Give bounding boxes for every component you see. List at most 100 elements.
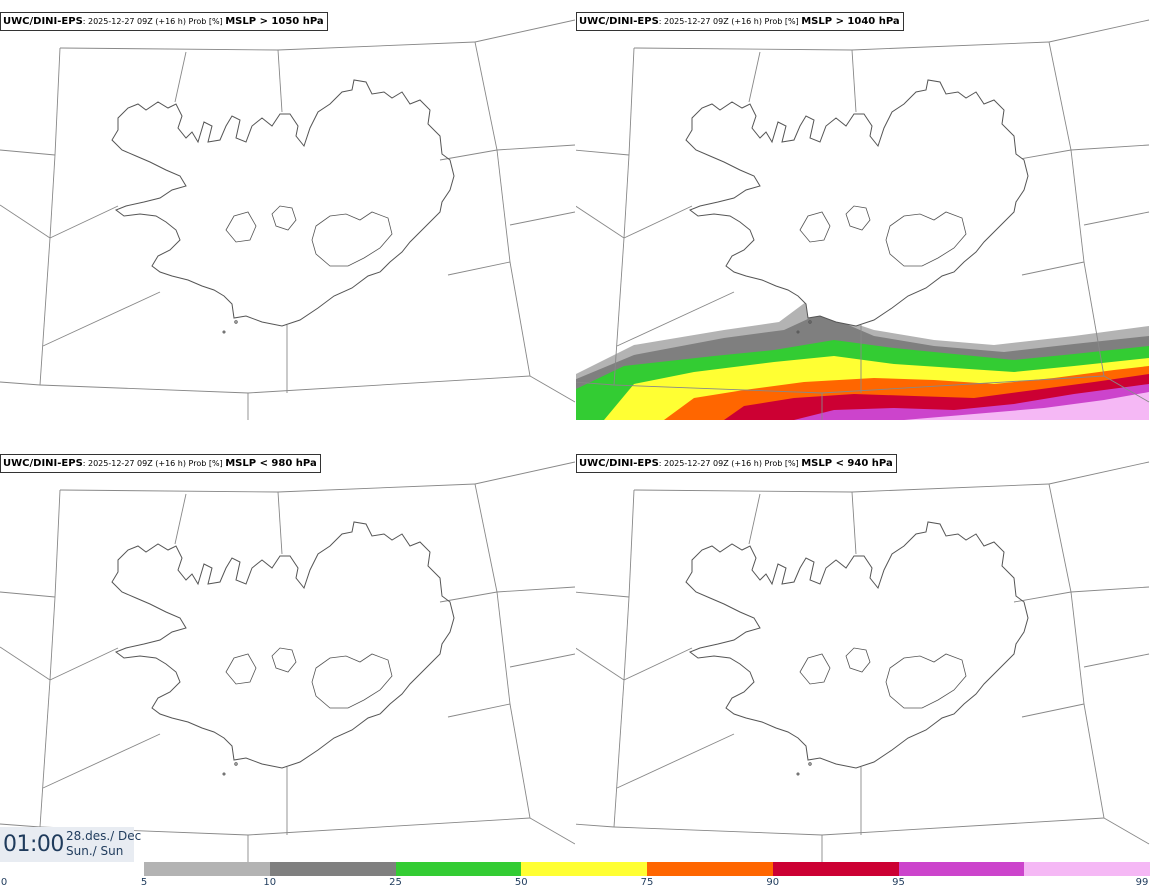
graticule-line	[1103, 375, 1150, 403]
model-name: UWC/DINI-EPS	[3, 458, 83, 469]
valid-time-date: 28.des./ Dec Sun./ Sun	[66, 829, 141, 859]
graticule-line	[509, 261, 531, 377]
colorbar-tick-label: 95	[892, 877, 905, 888]
graticule-line	[474, 461, 575, 485]
graticule-line	[748, 51, 761, 103]
islet	[808, 762, 812, 766]
graticule-line	[613, 679, 625, 828]
graticule-line	[0, 591, 56, 598]
graticule-line	[748, 493, 761, 545]
run-info: : 2025-12-27 09Z (+16 h) Prob [%]	[82, 459, 226, 468]
lake-outline	[885, 211, 967, 267]
colorbar-tick-label: 25	[389, 877, 402, 888]
graticule-line	[576, 205, 625, 239]
graticule-line	[447, 261, 511, 276]
graticule-line	[628, 489, 635, 598]
graticule-line	[628, 47, 635, 156]
map-canvas	[0, 19, 575, 420]
graticule-line	[277, 41, 476, 51]
graticule-line	[277, 483, 476, 493]
map-layer	[0, 461, 575, 862]
colorbar-tick-label: 75	[640, 877, 654, 888]
graticule-line	[439, 149, 498, 161]
graticule-line	[529, 817, 575, 845]
graticule-line	[509, 211, 575, 226]
graticule-line	[447, 703, 511, 718]
graticule-line	[0, 646, 51, 681]
graticule-line	[1083, 261, 1105, 377]
islet	[222, 330, 226, 334]
graticule-line	[49, 205, 119, 239]
graticule-line	[623, 596, 630, 681]
run-info: : 2025-12-27 09Z (+16 h) Prob [%]	[82, 17, 226, 26]
graticule-line	[509, 653, 575, 668]
map-layer	[0, 19, 575, 420]
graticule-line	[54, 47, 61, 156]
graticule-line	[851, 41, 1050, 51]
graticule-line	[821, 375, 1105, 394]
colorbar-segment	[269, 862, 396, 876]
lake-outline	[885, 653, 967, 709]
graticule-line	[616, 291, 735, 347]
model-name: UWC/DINI-EPS	[579, 458, 659, 469]
coastline	[685, 521, 1029, 769]
graticule-line	[59, 489, 279, 493]
graticule-line	[174, 51, 187, 103]
graticule-line	[49, 647, 119, 681]
graticule-line	[851, 491, 857, 555]
graticule-line	[1083, 653, 1150, 668]
graticule-line	[623, 647, 693, 681]
panel-title: UWC/DINI-EPS: 2025-12-27 09Z (+16 h) Pro…	[0, 454, 321, 473]
coastline	[111, 521, 455, 769]
graticule-line	[0, 823, 41, 828]
graticule-line	[39, 237, 51, 386]
graticule-line	[496, 591, 511, 705]
graticule-line	[1021, 261, 1085, 276]
graticule-line	[1070, 591, 1085, 705]
colorbar-tick-label: 99	[1135, 877, 1149, 888]
graticule-line	[1048, 19, 1150, 43]
graticule-line	[42, 733, 161, 789]
graticule-line	[1103, 817, 1150, 845]
graticule-line	[623, 205, 693, 239]
graticule-line	[1048, 41, 1072, 151]
panel-title: UWC/DINI-EPS: 2025-12-27 09Z (+16 h) Pro…	[576, 454, 897, 473]
lake-outline	[845, 205, 871, 231]
model-name: UWC/DINI-EPS	[3, 16, 83, 27]
graticule-line	[59, 47, 279, 51]
colorbar-segment	[898, 862, 1025, 876]
valid-time-clock: 01:00	[3, 832, 64, 857]
graticule-line	[576, 591, 630, 598]
field-name: MSLP > 1040 hPa	[801, 16, 900, 27]
probability-band	[904, 392, 1149, 420]
islet	[796, 772, 800, 776]
graticule-line	[509, 703, 531, 819]
map-panel-2: UWC/DINI-EPS: 2025-12-27 09Z (+16 h) Pro…	[576, 0, 1150, 420]
colorbar-segment	[1024, 862, 1150, 876]
lake-outline	[311, 653, 393, 709]
colorbar-segment	[772, 862, 899, 876]
islet	[222, 772, 226, 776]
graticule-line	[576, 647, 625, 681]
colorbar-segment	[144, 862, 270, 876]
graticule-line	[496, 586, 575, 593]
graticule-line	[616, 733, 735, 789]
run-info: : 2025-12-27 09Z (+16 h) Prob [%]	[658, 459, 802, 468]
map-canvas	[576, 19, 1150, 420]
graticule-line	[529, 375, 575, 403]
lake-outline	[271, 205, 297, 231]
graticule-line	[247, 817, 531, 836]
islet	[234, 762, 238, 766]
graticule-line	[1048, 461, 1150, 485]
graticule-line	[613, 384, 823, 394]
graticule-line	[39, 679, 51, 828]
graticule-line	[851, 49, 857, 113]
valid-time-box	[0, 827, 134, 862]
graticule-line	[42, 291, 161, 347]
map-canvas	[0, 461, 575, 862]
graticule-line	[613, 826, 823, 836]
colorbar-segment	[521, 862, 648, 876]
graticule-line	[277, 491, 283, 555]
colorbar-segment	[395, 862, 522, 876]
valid-date-line2: Sun./ Sun	[66, 844, 124, 858]
